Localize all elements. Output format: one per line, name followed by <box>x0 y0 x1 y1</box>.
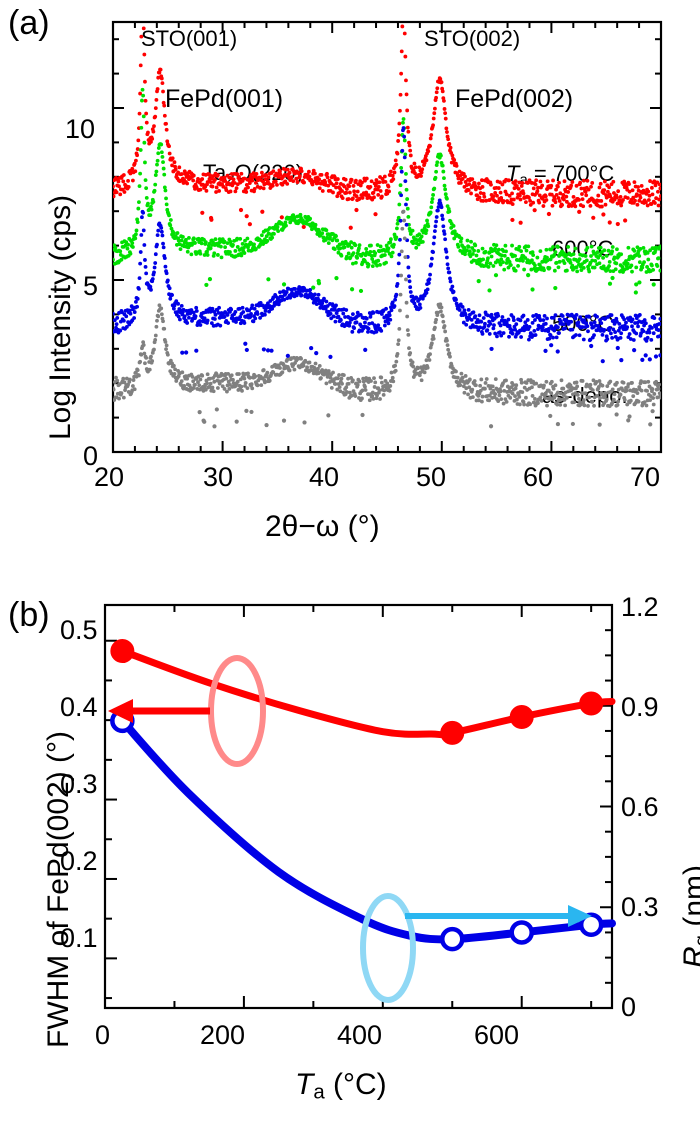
data-point-fwhm <box>509 704 534 729</box>
panel-b-frame <box>103 603 614 1010</box>
panel-a-xtick-20: 20 <box>94 462 125 492</box>
panel-b-xtick-400: 400 <box>337 1020 383 1050</box>
panel-b-ytick-left-0_4: 0.4 <box>60 692 98 722</box>
panel-a-xtick-70: 70 <box>630 462 661 492</box>
panel-a-series <box>113 126 661 364</box>
panel-b-ytick-right-0_6: 0.6 <box>621 792 659 822</box>
panel-b-axes <box>103 603 614 1010</box>
panel-b-x-axis-title: Ta (°C) <box>295 1068 387 1104</box>
panel-a-xtick-50: 50 <box>416 462 447 492</box>
data-point-rq <box>509 920 534 945</box>
series-rq <box>110 708 616 952</box>
panel-b-ytick-left-0_3: 0.3 <box>60 769 98 799</box>
arrow-right-cyan-head <box>568 905 592 927</box>
panel-a-x-axis-title: 2θ−ω (°) <box>265 510 380 543</box>
panel-a-xtick-40: 40 <box>309 462 340 492</box>
annot-fepd001: FePd(001) <box>165 85 284 113</box>
series-fwhm <box>110 639 616 745</box>
ellipse-blue-annotation <box>360 893 416 1003</box>
panel-a-letter: (a) <box>8 4 50 42</box>
panel-a-ytick-0: 0 <box>83 441 99 471</box>
data-point-fwhm <box>440 720 465 745</box>
panel-b-ytick-left-0_2: 0.2 <box>60 846 98 876</box>
panel-a-ytick-5: 5 <box>83 271 99 301</box>
data-point-rq <box>578 912 604 937</box>
panel-a-ytick-10: 10 <box>65 114 96 144</box>
annot-fepd002: FePd(002) <box>455 85 574 113</box>
panel-a-series <box>113 24 661 230</box>
panel-b-ytick-left-0_5: 0.5 <box>60 615 98 645</box>
annot-sto001: STO(001) <box>141 26 238 51</box>
panel-b-ytick-left-0_1: 0.1 <box>60 923 98 953</box>
annot-sto002: STO(002) <box>424 26 521 51</box>
panel-b-plot <box>103 603 616 1010</box>
panel-b-letter: (b) <box>8 596 50 634</box>
panel-b: (b) FWHM of FePd(002) (°) Rq (nm) Ta (°C… <box>0 568 700 1135</box>
data-point-rq <box>440 926 465 952</box>
panel-b-ytick-right-0_9: 0.9 <box>621 692 659 722</box>
panel-a: (a) Log Intensity (cps) 2θ−ω (°) 10 5 0 … <box>8 4 663 543</box>
panel-a-xtick-30: 30 <box>203 462 234 492</box>
data-point-fwhm <box>110 639 135 664</box>
panel-a-series <box>113 209 661 429</box>
panel-a-frame <box>111 20 663 454</box>
panel-b-annotations <box>108 655 592 1003</box>
panel-b-xtick-200: 200 <box>200 1020 246 1050</box>
panel-a-series <box>113 87 661 295</box>
panel-b-ytick-right-0: 0 <box>621 992 637 1022</box>
panel-a-xtick-60: 60 <box>523 462 554 492</box>
panel-b-ytick-right-0_3: 0.3 <box>621 892 659 922</box>
panel-b-ytick-right-1_2: 1.2 <box>621 592 659 622</box>
panel-b-xtick-600: 600 <box>474 1020 520 1050</box>
arrow-left-red-head <box>108 699 133 723</box>
data-point-fwhm <box>579 691 604 716</box>
ellipse-red-annotation <box>208 655 266 767</box>
panel-a-plot <box>111 20 663 454</box>
panel-b-xtick-0: 0 <box>95 1020 111 1050</box>
